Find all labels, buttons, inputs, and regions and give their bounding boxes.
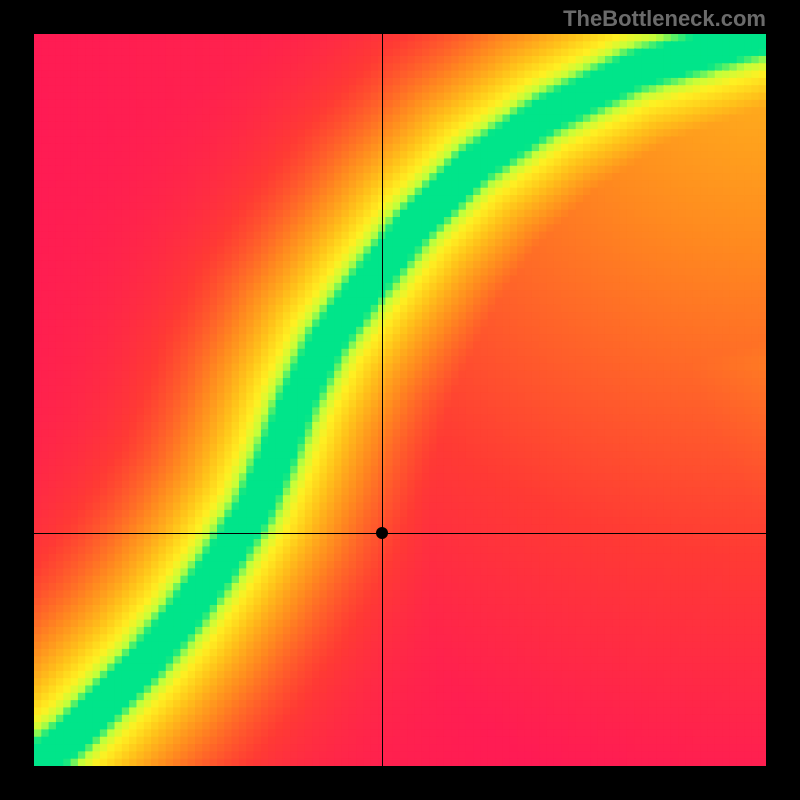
plot-area [34, 34, 766, 766]
crosshair-vertical [382, 34, 383, 766]
watermark-text: TheBottleneck.com [563, 6, 766, 32]
heatmap-canvas [34, 34, 766, 766]
crosshair-marker [376, 527, 388, 539]
crosshair-horizontal [34, 533, 766, 534]
chart-container: TheBottleneck.com [0, 0, 800, 800]
